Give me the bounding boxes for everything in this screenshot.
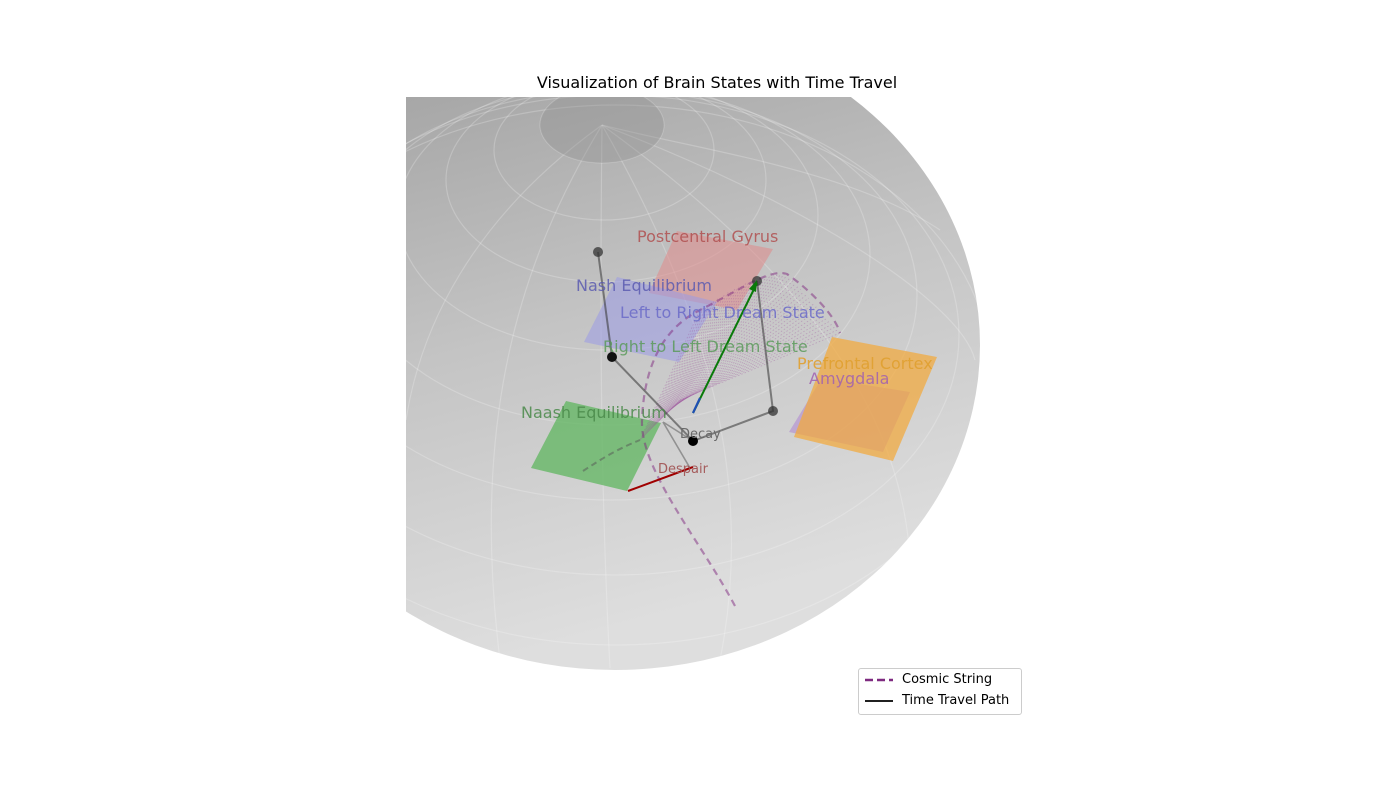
brain-sphere	[406, 97, 992, 670]
label-naash-equilibrium: Naash Equilibrium	[521, 403, 667, 422]
label-nash-equilibrium: Nash Equilibrium	[576, 276, 712, 295]
cosmic-string-fan-line	[675, 318, 828, 405]
cosmic-string-fan-line	[644, 298, 718, 436]
cosmic-string-fan-line	[656, 276, 768, 424]
label-amygdala: Amygdala	[809, 369, 889, 388]
region-patch-naash-equilibrium	[531, 401, 661, 491]
arrow-red	[627, 466, 694, 492]
cosmic-string-fan-line	[658, 274, 775, 422]
cosmic-string-fan-line	[679, 332, 841, 401]
label-right-to-left-dream-state: Right to Left Dream State	[603, 337, 808, 356]
cosmic-string-fan-line	[673, 312, 822, 407]
chart-title: Visualization of Brain States with Time …	[536, 73, 898, 92]
arrow-blue	[692, 397, 701, 414]
state-node-2	[607, 352, 617, 362]
time-travel-branch	[662, 421, 694, 469]
label-decay: Decay	[680, 427, 721, 442]
region-patch-nash-equilibrium	[584, 277, 717, 362]
state-node-4	[768, 406, 778, 416]
label-left-to-right-dream-state: Left to Right Dream State	[620, 303, 825, 322]
cosmic-string-line	[640, 271, 842, 607]
label-postcentral-gyrus: Postcentral Gyrus	[637, 227, 778, 246]
legend-solid-line-icon	[865, 700, 893, 702]
cosmic-string-fan-line	[645, 294, 725, 434]
cosmic-string-fan-line	[667, 291, 804, 413]
cosmic-string-fan-line	[655, 277, 764, 425]
cosmic-string-fan-line	[670, 303, 815, 410]
cosmic-string-fan-line	[666, 289, 802, 414]
cosmic-string-fan-line	[661, 273, 785, 419]
region-patch-prefrontal-cortex	[794, 337, 937, 461]
cosmic-string-fan-line	[677, 323, 833, 404]
cosmic-string-fan-line	[653, 280, 754, 427]
legend-item-time-travel: Time Travel Path	[859, 691, 1021, 711]
cosmic-string-fan-line	[641, 305, 708, 439]
cosmic-string-fan-line	[664, 283, 796, 416]
legend-label-time-travel: Time Travel Path	[902, 693, 1010, 708]
label-despair: Despair	[658, 462, 709, 477]
legend-dashed-line-icon	[865, 678, 893, 682]
cosmic-string-fan-line	[676, 320, 830, 404]
cosmic-string-fan-line	[669, 300, 812, 411]
cosmic-string-fan-line	[672, 309, 820, 408]
cosmic-string-fan-line	[657, 275, 771, 423]
cosmic-string-fan-line	[647, 290, 732, 433]
legend: Cosmic String Time Travel Path	[858, 668, 1022, 715]
legend-item-cosmic-string: Cosmic String	[859, 670, 1021, 690]
cosmic-string-fan-line	[674, 315, 825, 406]
cosmic-string-fan-line	[651, 283, 747, 429]
cosmic-string-fan-line	[642, 303, 711, 438]
cosmic-string-fan-line	[652, 281, 750, 428]
cosmic-string-fan-line	[639, 309, 701, 441]
cosmic-string-fan-line	[650, 284, 743, 430]
arrow-green	[692, 282, 758, 414]
cosmic-string-fan-line	[646, 292, 729, 434]
cosmic-string-fan-line	[665, 286, 799, 415]
legend-label-cosmic-string: Cosmic String	[902, 672, 993, 687]
cosmic-string-tail	[582, 439, 641, 472]
cosmic-string-fan-line	[649, 286, 740, 431]
state-node-3	[688, 436, 698, 446]
cosmic-string-fan-line	[671, 306, 817, 409]
region-patch-postcentral-gyrus	[649, 231, 773, 310]
cosmic-string-fan-line	[643, 300, 715, 437]
state-node-1	[593, 247, 603, 257]
label-prefrontal-cortex: Prefrontal Cortex	[797, 354, 933, 373]
arrow-green-head	[749, 280, 757, 292]
